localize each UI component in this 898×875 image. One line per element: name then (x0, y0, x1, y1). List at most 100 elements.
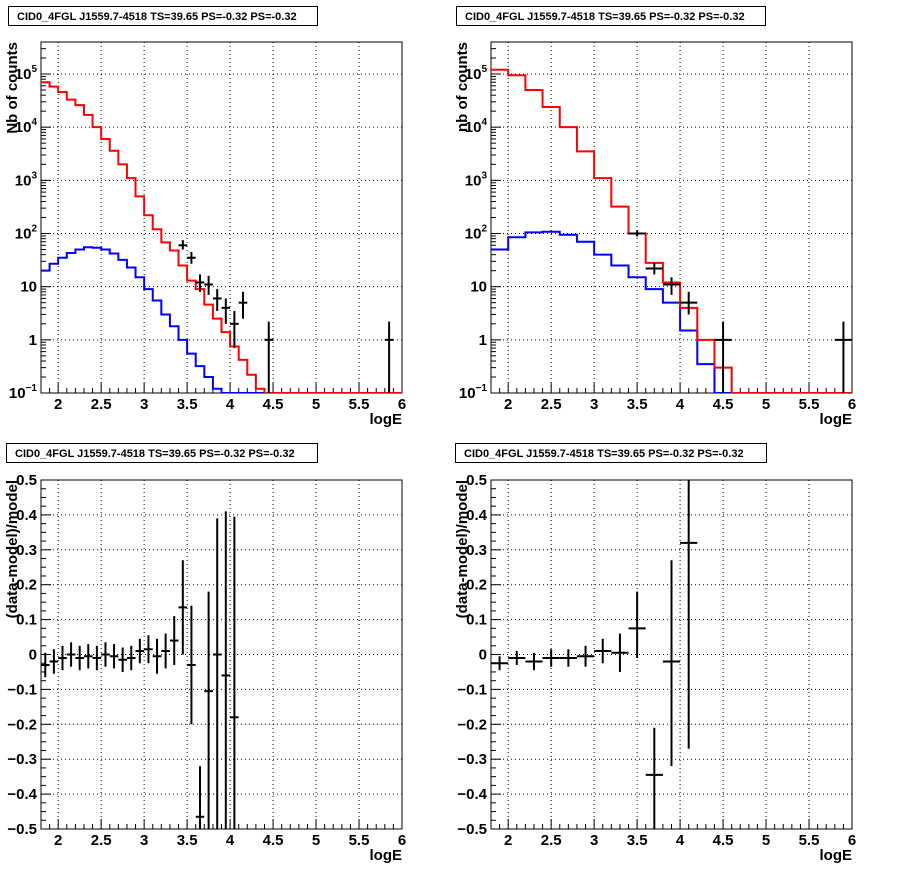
data-point (83, 644, 93, 669)
data-point (92, 645, 102, 671)
x-tick-label: 4 (676, 396, 685, 413)
data-point (126, 645, 136, 671)
x-tick-label: 6 (398, 396, 406, 413)
y-axis-label: Nb of counts (4, 42, 21, 134)
y-tick-label: −0.2 (457, 716, 487, 733)
y-tick-label: 102 (465, 224, 488, 243)
x-tick-label: 2.5 (91, 832, 112, 849)
y-tick-label: −0.3 (457, 751, 487, 768)
data-point (204, 275, 213, 295)
model-source-histogram (41, 246, 402, 393)
data-point (204, 591, 213, 829)
plot-p4: 2 2.5 3 3.5 4 4.5 5 5.5 6 −0.5 −0.4 −0.3 −0.2 −0.1 0 0.… (454, 472, 856, 864)
data-point (491, 656, 509, 671)
y-tick-label: −0.5 (457, 821, 487, 838)
data-point (264, 321, 274, 393)
data-point (152, 638, 162, 674)
plot-p3: 2 2.5 3 3.5 4 4.5 5 5.5 6 −0.5 −0.4 −0.3 −0.2 −0.1 0 0.… (4, 472, 406, 864)
data-point (49, 649, 59, 674)
data-point (645, 727, 663, 829)
data-point (161, 633, 170, 669)
data-point (714, 321, 732, 393)
y-tick-label: 103 (15, 170, 38, 189)
y-tick-label: 104 (465, 117, 488, 136)
model-total-histogram (491, 68, 852, 393)
x-axis-label: logE (370, 411, 403, 428)
plot-title-top-left: CID0_4FGL J1559.7-4518 TS=39.65 PS=-0.32… (8, 6, 318, 26)
data-point (75, 645, 84, 671)
data-point (645, 262, 663, 275)
data-point (187, 251, 196, 264)
data-point (187, 605, 196, 725)
x-tick-label: 6 (848, 396, 856, 413)
data-point (135, 638, 145, 664)
y-tick-label: 0.1 (16, 612, 37, 629)
data-point (178, 560, 188, 655)
x-tick-label: 3.5 (177, 832, 198, 849)
y-tick-label: 104 (15, 117, 38, 136)
y-tick-label: 10 (20, 279, 37, 296)
x-tick-label: 2 (504, 832, 512, 849)
y-tick-label: 10−1 (9, 383, 38, 402)
y-tick-label: 1 (29, 332, 37, 349)
y-tick-label: 102 (15, 224, 38, 243)
y-tick-label: −0.4 (457, 786, 487, 803)
x-tick-label: 2 (54, 832, 62, 849)
plot-area (491, 68, 852, 393)
data-point (101, 642, 110, 667)
data-point (212, 289, 222, 311)
data-point (628, 591, 646, 658)
data-point (109, 644, 119, 669)
y-tick-label: 0.4 (466, 507, 488, 524)
plot-area (491, 480, 698, 829)
y-tick-label: 0.4 (16, 507, 38, 524)
data-point (662, 277, 681, 295)
data-point (230, 310, 239, 349)
data-point (525, 652, 543, 671)
y-tick-label: 0.1 (466, 612, 487, 629)
x-tick-label: 3 (140, 396, 148, 413)
plot-p1: 2 2.5 3 3.5 4 4.5 5 5.5 6 10−1 1 10 102 103 104 105 logE… (4, 41, 406, 428)
data-point (611, 633, 629, 672)
x-tick-label: 5.5 (349, 832, 370, 849)
x-tick-label: 4.5 (713, 832, 734, 849)
x-tick-label: 4.5 (263, 396, 284, 413)
x-axis-label: logE (820, 847, 853, 864)
x-tick-label: 5 (312, 396, 320, 413)
data-point (542, 649, 560, 667)
y-axis-label: (data-model)/model (4, 480, 21, 618)
data-point (212, 518, 222, 829)
y-tick-label: 0 (29, 647, 37, 664)
x-tick-label: 2.5 (541, 396, 562, 413)
plot-frame (40, 41, 403, 394)
y-tick-label: 0.5 (466, 472, 487, 489)
data-point (221, 298, 231, 324)
x-tick-label: 4 (226, 832, 235, 849)
data-point (195, 766, 205, 829)
y-axis-label: (data-model)/model (454, 480, 471, 618)
x-tick-label: 4 (676, 832, 685, 849)
y-tick-label: −0.1 (457, 681, 487, 698)
x-tick-label: 2 (504, 396, 512, 413)
x-tick-label: 5.5 (799, 396, 820, 413)
data-point (41, 652, 50, 678)
x-tick-label: 3 (140, 832, 148, 849)
plot-title-bottom-left: CID0_4FGL J1559.7-4518 TS=39.65 PS=-0.32… (6, 443, 318, 463)
y-tick-label: 0.3 (466, 542, 487, 559)
y-tick-label: −0.5 (7, 821, 37, 838)
x-tick-label: 5.5 (799, 832, 820, 849)
data-point (58, 645, 67, 671)
plot-area (41, 511, 239, 829)
model-source-histogram (491, 230, 852, 393)
data-point (118, 647, 127, 672)
data-point (628, 230, 646, 237)
y-tick-label: 0.2 (16, 577, 37, 594)
plot-area (41, 81, 402, 393)
x-tick-label: 3 (590, 832, 598, 849)
x-tick-label: 5 (762, 396, 770, 413)
data-point (221, 511, 231, 829)
data-point (559, 649, 577, 667)
data-point (834, 321, 852, 393)
y-tick-label: −0.4 (7, 786, 37, 803)
y-tick-label: −0.3 (7, 751, 37, 768)
